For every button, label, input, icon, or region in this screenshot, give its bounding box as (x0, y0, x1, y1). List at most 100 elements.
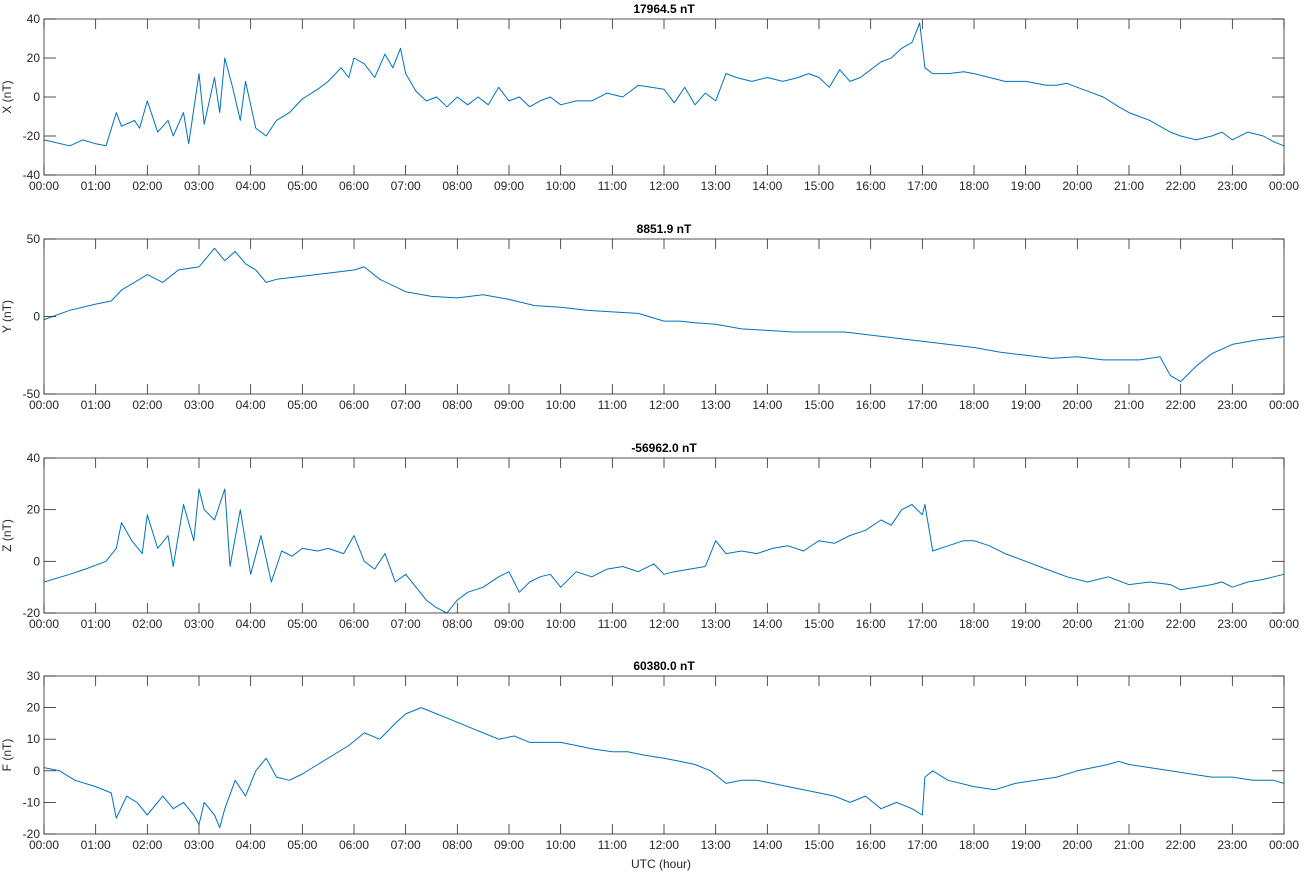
x-tick-label: 02:00 (132, 617, 162, 631)
x-tick-label: 10:00 (546, 398, 576, 412)
y-tick-label: 30 (27, 669, 41, 683)
x-tick-label: 17:00 (907, 398, 937, 412)
panel-4: 00:00 01:00 02:00 03:00 04:00 05:00 06:00 07:00… (0, 659, 1299, 852)
y-tick-label: 0 (33, 90, 40, 104)
x-tick-label: 14:00 (752, 398, 782, 412)
x-tick-label: 12:00 (649, 617, 679, 631)
x-tick-label: 23:00 (1217, 838, 1247, 852)
x-tick-label: 15:00 (804, 617, 834, 631)
x-tick-label: 19:00 (1011, 617, 1041, 631)
x-tick-label: 23:00 (1217, 617, 1247, 631)
x-tick-label: 10:00 (546, 179, 576, 193)
axes-box (43, 18, 1285, 176)
x-tick-label: 06:00 (339, 838, 369, 852)
x-tick-label: 16:00 (856, 617, 886, 631)
panel-3: 00:00 01:00 02:00 03:00 04:00 05:00 06:00 07:00… (0, 441, 1299, 631)
x-tick-label: 04:00 (236, 617, 266, 631)
x-tick-label: 05:00 (287, 179, 317, 193)
x-tick-label: 00:00 (29, 838, 59, 852)
y-axis-label: X (nT) (0, 80, 14, 113)
x-tick-label: 08:00 (442, 179, 472, 193)
x-tick-label: 18:00 (959, 838, 989, 852)
x-tick-label: 19:00 (1011, 398, 1041, 412)
x-tick-label: 08:00 (442, 617, 472, 631)
x-tick-label: 21:00 (1114, 838, 1144, 852)
x-tick-label: 02:00 (132, 398, 162, 412)
x-tick-label: 06:00 (339, 398, 369, 412)
x-tick-label: 03:00 (184, 398, 214, 412)
x-tick-label: 00:00 (1269, 838, 1299, 852)
y-tick-label: 20 (27, 51, 41, 65)
x-tick-label: 09:00 (494, 398, 524, 412)
x-tick-label: 13:00 (701, 179, 731, 193)
x-tick-label: 13:00 (701, 617, 731, 631)
panel-1: 00:00 01:00 02:00 03:00 04:00 05:00 06:00 07:00… (0, 2, 1299, 193)
x-tick-label: 15:00 (804, 398, 834, 412)
x-tick-label: 16:00 (856, 398, 886, 412)
x-axis-label: UTC (hour) (631, 857, 691, 871)
y-axis-label: F (nT) (0, 739, 14, 772)
y-tick-label: 0 (33, 310, 40, 324)
x-tick-label: 04:00 (236, 838, 266, 852)
x-tick-label: 22:00 (1166, 617, 1196, 631)
x-tick-label: 00:00 (29, 398, 59, 412)
x-tick-label: 11:00 (598, 179, 627, 193)
y-tick-label: -20 (23, 606, 41, 620)
x-tick-label: 20:00 (1062, 838, 1092, 852)
x-tick-label: 13:00 (701, 838, 731, 852)
x-tick-label: 15:00 (804, 179, 834, 193)
series-line (43, 22, 1285, 147)
x-tick-label: 02:00 (132, 179, 162, 193)
x-tick-label: 11:00 (598, 617, 627, 631)
x-tick-label: 18:00 (959, 398, 989, 412)
axes-box (43, 238, 1285, 395)
x-tick-label: 12:00 (649, 838, 679, 852)
x-tick-label: 21:00 (1114, 617, 1144, 631)
x-tick-label: 22:00 (1166, 838, 1196, 852)
y-tick-label: -20 (23, 827, 41, 841)
x-tick-label: 21:00 (1114, 179, 1144, 193)
x-tick-label: 22:00 (1166, 179, 1196, 193)
y-tick-label: 0 (33, 554, 40, 568)
axes-box (43, 457, 1285, 614)
x-tick-label: 04:00 (236, 398, 266, 412)
x-tick-label: 00:00 (1269, 179, 1299, 193)
x-tick-label: 14:00 (752, 838, 782, 852)
x-tick-label: 05:00 (287, 398, 317, 412)
x-tick-label: 21:00 (1114, 398, 1144, 412)
x-tick-label: 11:00 (598, 398, 627, 412)
x-tick-label: 11:00 (598, 838, 627, 852)
y-tick-label: -10 (23, 795, 41, 809)
panels: 00:00 01:00 02:00 03:00 04:00 05:00 06:00 07:00… (0, 2, 1299, 852)
panel-title: -56962.0 nT (631, 441, 697, 455)
x-tick-label: 13:00 (701, 398, 731, 412)
x-tick-label: 16:00 (856, 179, 886, 193)
x-tick-label: 04:00 (236, 179, 266, 193)
x-tick-label: 07:00 (391, 838, 421, 852)
x-tick-label: 12:00 (649, 179, 679, 193)
x-tick-label: 00:00 (29, 617, 59, 631)
series-line (43, 707, 1285, 829)
panel-2: 00:00 01:00 02:00 03:00 04:00 05:00 06:00 07:00… (0, 222, 1299, 412)
y-tick-label: 0 (33, 764, 40, 778)
y-axis-label: Y (nT) (0, 300, 14, 333)
x-tick-label: 23:00 (1217, 398, 1247, 412)
x-tick-label: 03:00 (184, 179, 214, 193)
x-tick-label: 17:00 (907, 617, 937, 631)
x-tick-label: 09:00 (494, 179, 524, 193)
x-tick-label: 14:00 (752, 617, 782, 631)
x-tick-label: 18:00 (959, 617, 989, 631)
series-line (43, 247, 1285, 383)
x-tick-label: 00:00 (1269, 398, 1299, 412)
y-tick-label: 40 (27, 451, 41, 465)
x-tick-label: 23:00 (1217, 179, 1247, 193)
x-tick-label: 03:00 (184, 838, 214, 852)
x-tick-label: 05:00 (287, 838, 317, 852)
x-tick-label: 20:00 (1062, 398, 1092, 412)
x-tick-label: 07:00 (391, 617, 421, 631)
panel-title: 8851.9 nT (637, 222, 692, 236)
x-tick-label: 01:00 (81, 179, 111, 193)
x-tick-label: 19:00 (1011, 838, 1041, 852)
x-tick-label: 09:00 (494, 838, 524, 852)
